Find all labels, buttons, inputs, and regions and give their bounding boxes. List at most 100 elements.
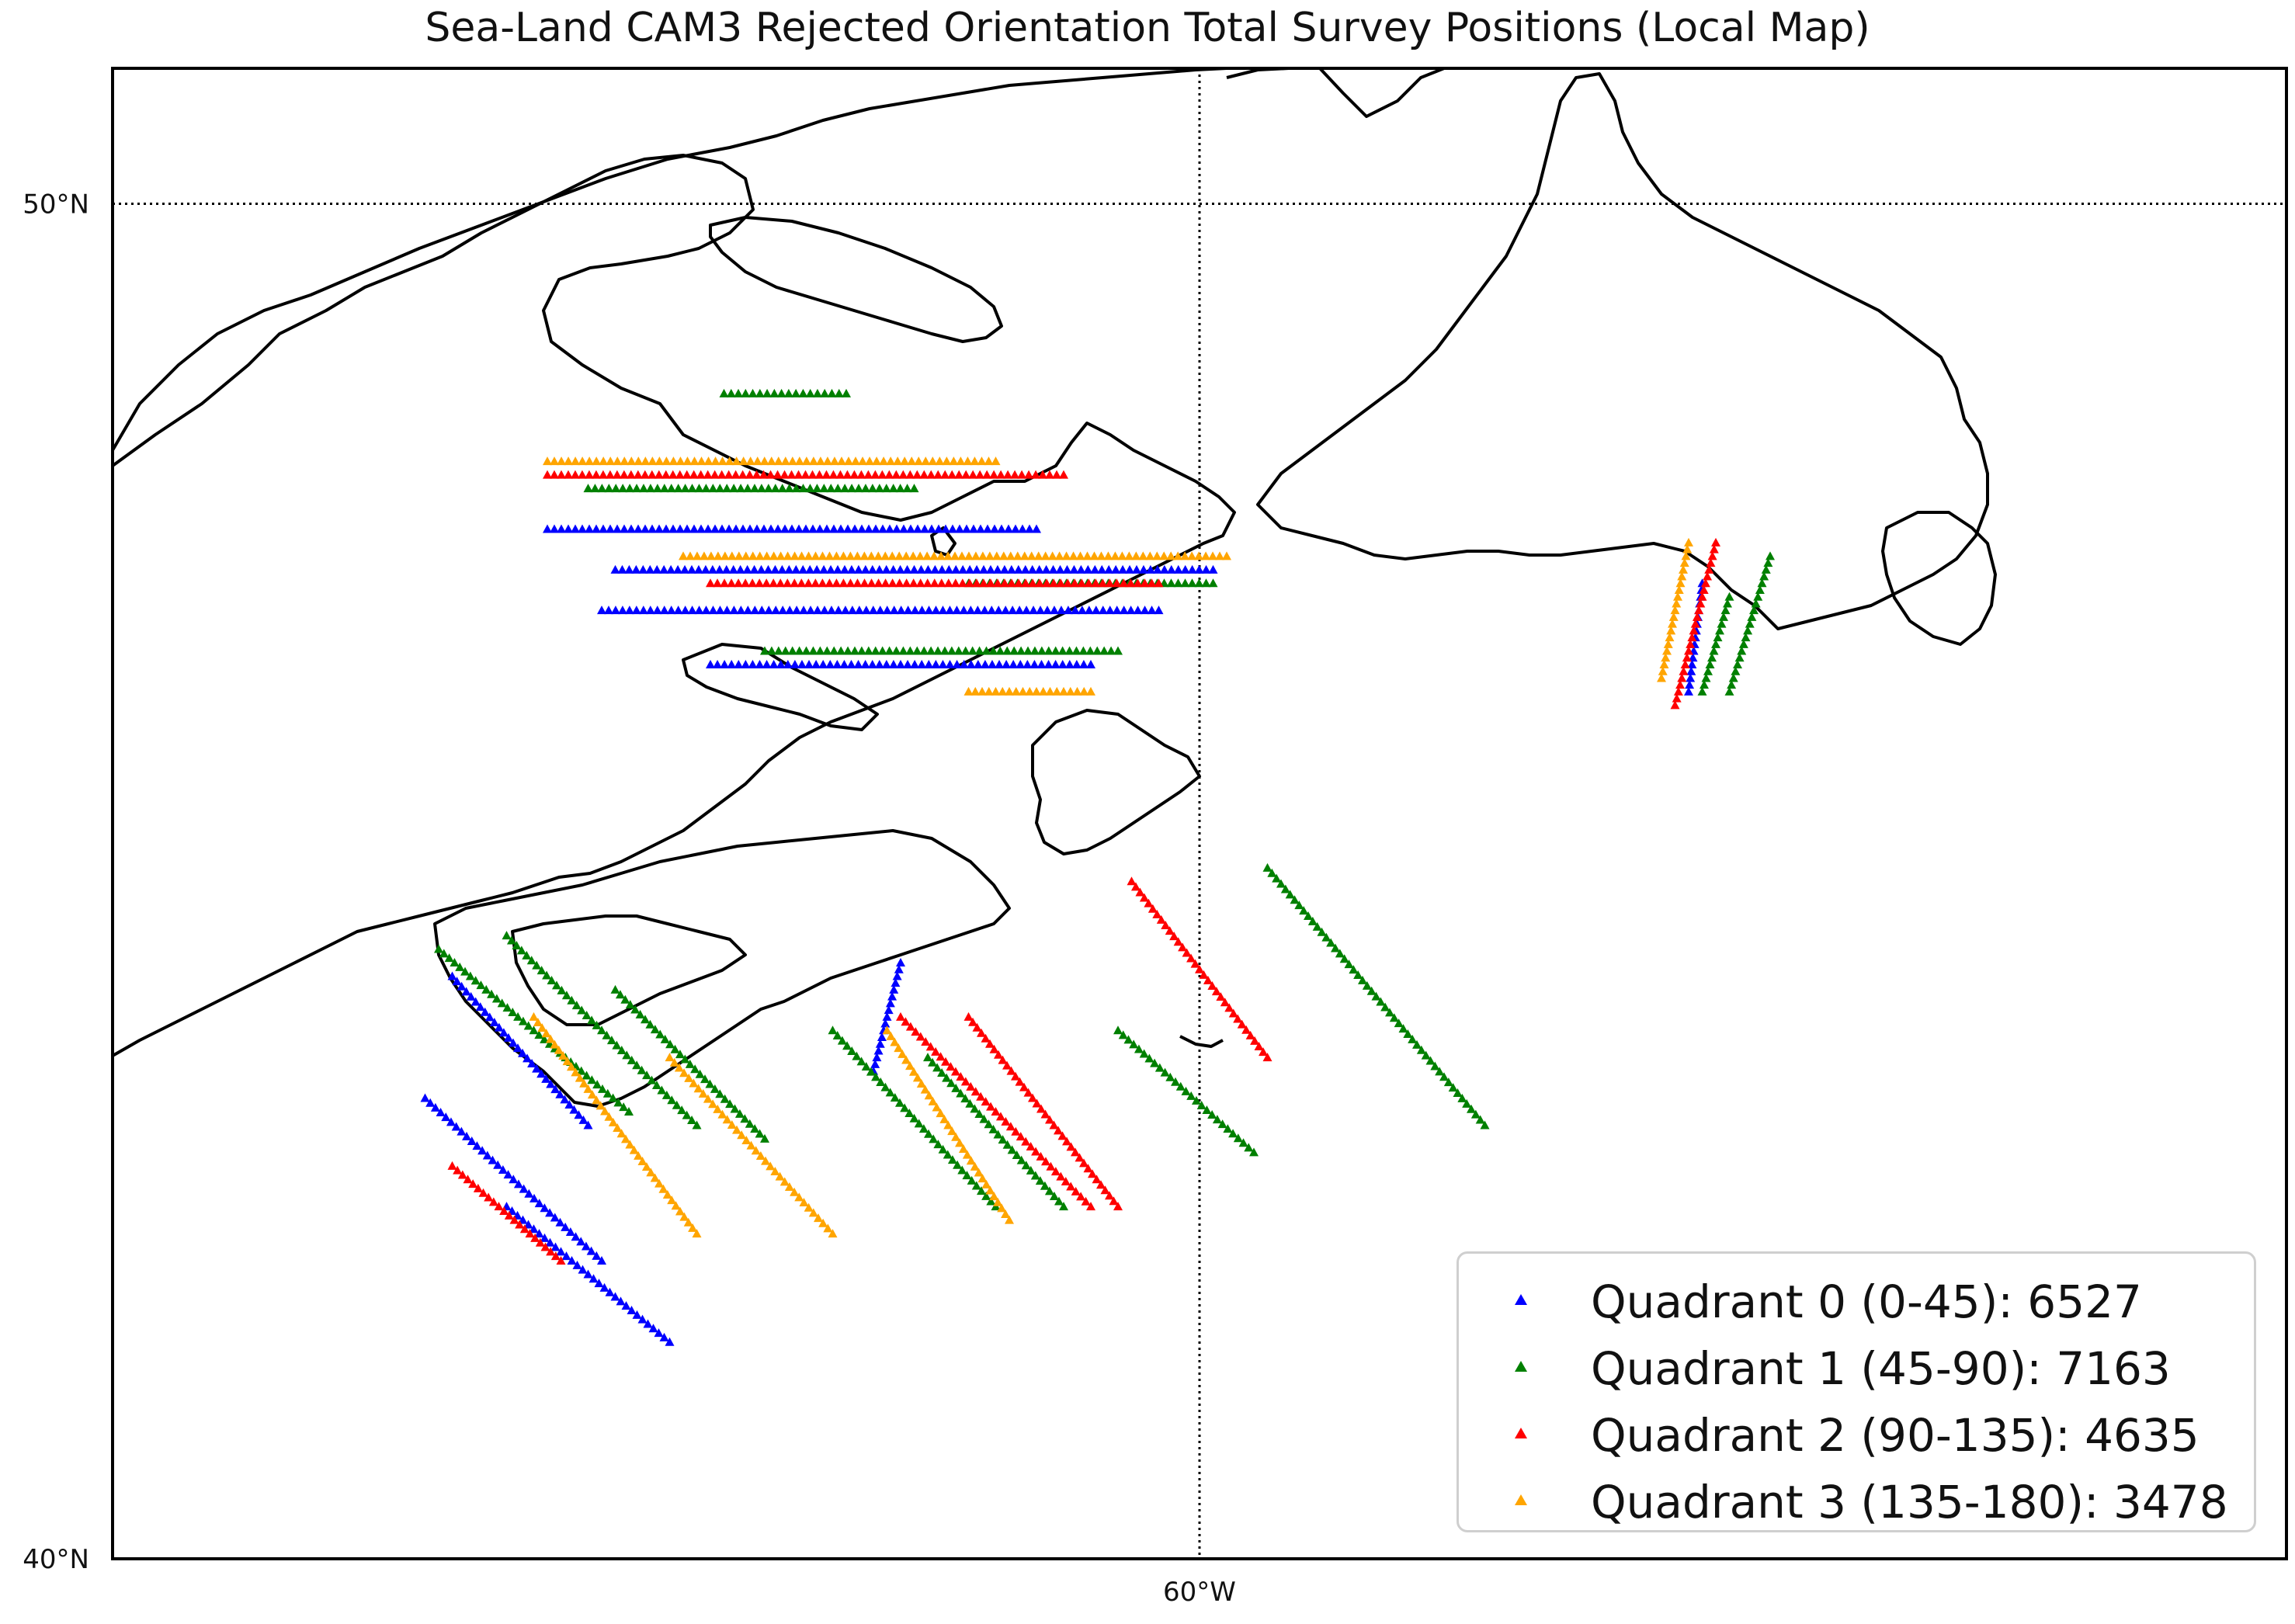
survey-point bbox=[455, 962, 465, 971]
survey-point bbox=[741, 660, 751, 668]
survey-point bbox=[1070, 578, 1080, 588]
survey-point bbox=[583, 484, 593, 493]
coastline-sable-island bbox=[1179, 1035, 1224, 1048]
survey-point bbox=[901, 1055, 911, 1064]
survey-track-q2 bbox=[543, 470, 1068, 479]
survey-point bbox=[833, 606, 843, 615]
survey-point bbox=[1071, 1147, 1080, 1157]
survey-point bbox=[950, 578, 960, 588]
survey-point bbox=[457, 1126, 467, 1136]
survey-point bbox=[829, 524, 838, 533]
survey-point bbox=[1161, 921, 1171, 929]
survey-point bbox=[946, 1078, 957, 1088]
survey-point bbox=[920, 1084, 930, 1094]
survey-point bbox=[1144, 1053, 1154, 1063]
survey-point bbox=[694, 606, 704, 615]
survey-point bbox=[503, 1170, 513, 1179]
survey-point bbox=[898, 470, 908, 479]
survey-point bbox=[616, 1045, 627, 1054]
survey-point bbox=[959, 606, 969, 615]
survey-point bbox=[812, 484, 822, 493]
survey-point bbox=[766, 470, 776, 479]
survey-point bbox=[1105, 606, 1115, 615]
survey-point bbox=[682, 470, 692, 479]
survey-point bbox=[1043, 660, 1054, 668]
survey-track-q0 bbox=[543, 524, 1041, 533]
survey-point bbox=[764, 606, 774, 615]
survey-point bbox=[791, 564, 801, 574]
survey-point bbox=[1031, 1147, 1041, 1156]
survey-point bbox=[1673, 592, 1682, 601]
survey-point bbox=[1661, 653, 1671, 662]
legend-label: Quadrant 1 (45-90): 7163 bbox=[1591, 1342, 2171, 1395]
survey-point bbox=[790, 578, 800, 588]
survey-point bbox=[660, 1034, 670, 1043]
survey-point bbox=[954, 470, 964, 479]
survey-point bbox=[621, 1301, 631, 1310]
survey-point bbox=[1753, 592, 1763, 601]
survey-point bbox=[1658, 666, 1668, 675]
survey-point bbox=[1036, 646, 1047, 655]
survey-point bbox=[1111, 564, 1121, 574]
survey-point bbox=[846, 660, 856, 668]
survey-point bbox=[957, 551, 967, 560]
survey-point bbox=[948, 524, 957, 533]
survey-point bbox=[631, 564, 641, 574]
survey-point bbox=[937, 564, 947, 574]
survey-point bbox=[991, 551, 1002, 560]
survey-point bbox=[503, 1032, 513, 1042]
survey-point bbox=[999, 578, 1009, 588]
survey-point bbox=[751, 1146, 761, 1155]
survey-point bbox=[998, 1135, 1008, 1144]
survey-point bbox=[896, 1012, 905, 1021]
survey-point bbox=[641, 456, 651, 466]
survey-point bbox=[900, 1103, 910, 1112]
survey-point bbox=[976, 1091, 986, 1101]
survey-point bbox=[648, 456, 658, 466]
survey-point bbox=[592, 1080, 602, 1089]
survey-point bbox=[887, 991, 898, 1001]
survey-point bbox=[1029, 606, 1039, 615]
survey-point bbox=[692, 1229, 702, 1238]
survey-point bbox=[1154, 1063, 1165, 1072]
survey-point bbox=[462, 1131, 472, 1140]
survey-point bbox=[1733, 660, 1742, 668]
survey-point bbox=[896, 606, 906, 615]
survey-point bbox=[952, 606, 962, 615]
survey-point bbox=[1173, 937, 1183, 946]
survey-point bbox=[1745, 619, 1755, 628]
triangle-marker-icon bbox=[1498, 1279, 1544, 1325]
survey-track-q3 bbox=[679, 551, 1231, 560]
survey-point bbox=[600, 1106, 610, 1116]
survey-point bbox=[813, 606, 823, 615]
survey-point bbox=[1707, 551, 1717, 560]
survey-point bbox=[905, 1061, 915, 1071]
survey-point bbox=[741, 551, 751, 560]
survey-point bbox=[1755, 585, 1765, 594]
survey-point bbox=[919, 646, 929, 655]
survey-point bbox=[665, 1053, 675, 1062]
survey-point bbox=[1171, 1077, 1181, 1086]
survey-point bbox=[766, 456, 776, 466]
survey-point bbox=[878, 524, 887, 533]
survey-point bbox=[1076, 1192, 1086, 1201]
survey-point bbox=[776, 551, 786, 560]
survey-point bbox=[1045, 470, 1055, 479]
survey-point bbox=[682, 456, 693, 466]
survey-point bbox=[923, 564, 933, 574]
survey-point bbox=[629, 1145, 639, 1154]
survey-point bbox=[1020, 564, 1030, 574]
survey-point bbox=[499, 1206, 509, 1215]
survey-point bbox=[583, 1084, 593, 1093]
survey-point bbox=[921, 456, 931, 466]
survey-point bbox=[907, 456, 917, 466]
survey-point bbox=[852, 551, 863, 560]
survey-point bbox=[1728, 673, 1738, 682]
survey-point bbox=[519, 1224, 529, 1234]
survey-point bbox=[1075, 1153, 1085, 1162]
survey-point bbox=[570, 470, 580, 479]
survey-point bbox=[1004, 524, 1013, 533]
survey-point bbox=[742, 564, 752, 574]
survey-point bbox=[518, 1016, 528, 1025]
survey-point bbox=[885, 1088, 895, 1097]
